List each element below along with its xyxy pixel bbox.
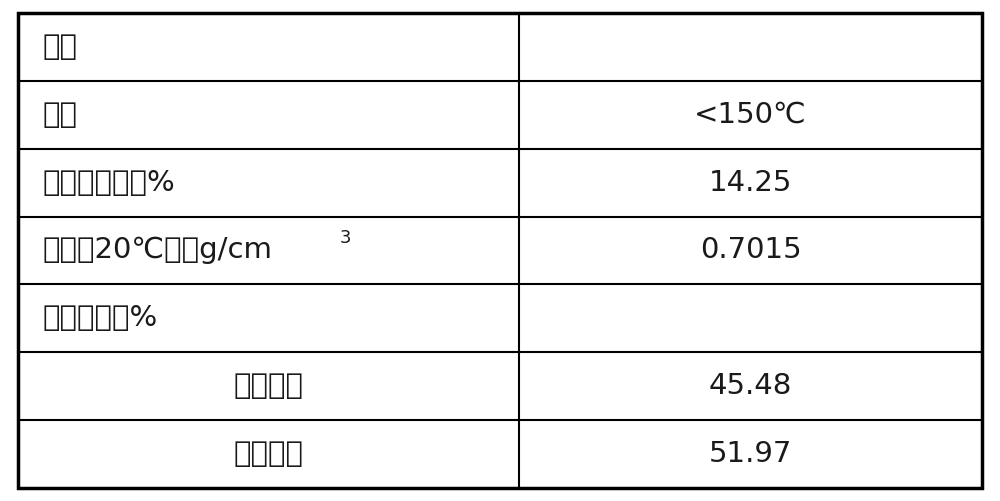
Text: 异构烷烃: 异构烷烃 (234, 440, 304, 468)
Text: 14.25: 14.25 (709, 168, 792, 196)
Text: 馏程: 馏程 (43, 101, 78, 129)
Text: 总收率，质量%: 总收率，质量% (43, 168, 176, 196)
Text: 0.7015: 0.7015 (700, 236, 801, 265)
Text: 组成，质量%: 组成，质量% (43, 305, 158, 333)
Text: 密度（20℃），g/cm: 密度（20℃），g/cm (43, 236, 273, 265)
Text: 45.48: 45.48 (709, 372, 792, 400)
Text: 正构烷烃: 正构烷烃 (234, 372, 304, 400)
Text: <150℃: <150℃ (694, 101, 807, 129)
Text: 51.97: 51.97 (709, 440, 792, 468)
Text: 项目: 项目 (43, 33, 78, 61)
Text: 3: 3 (340, 229, 351, 247)
